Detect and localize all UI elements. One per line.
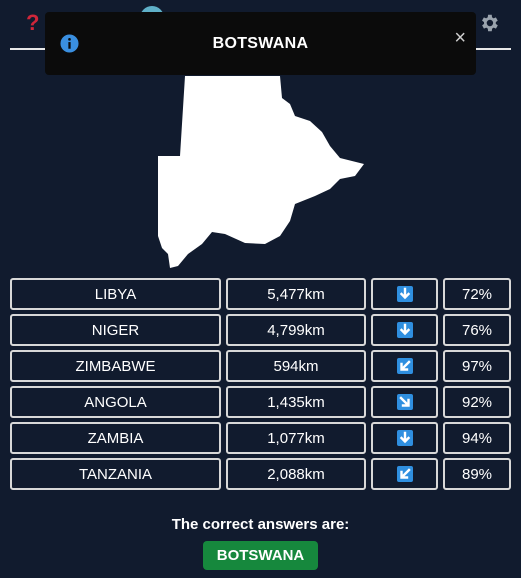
botswana-shape [158, 76, 364, 268]
guess-direction [371, 458, 438, 490]
down-arrow-icon [396, 430, 413, 446]
guess-direction [371, 350, 438, 382]
down-right-arrow-icon [396, 394, 413, 410]
guess-row: ANGOLA 1,435km 92% [10, 386, 511, 418]
guess-proximity: 94% [443, 422, 511, 454]
info-icon [60, 34, 79, 53]
guess-distance: 1,435km [226, 386, 366, 418]
result-label: The correct answers are: [171, 516, 350, 533]
guess-row: NIGER 4,799km 76% [10, 314, 511, 346]
guess-direction [371, 386, 438, 418]
guess-row: LIBYA 5,477km 72% [10, 278, 511, 310]
guess-country: TANZANIA [10, 458, 221, 490]
guess-row: ZIMBABWE 594km 97% [10, 350, 511, 382]
guess-country: NIGER [10, 314, 221, 346]
guess-direction [371, 422, 438, 454]
answer-badge: BOTSWANA [203, 541, 318, 570]
guess-country: ANGOLA [10, 386, 221, 418]
guess-distance: 594km [226, 350, 366, 382]
country-toast: BOTSWANA × [45, 12, 476, 75]
guess-row: ZAMBIA 1,077km 94% [10, 422, 511, 454]
guess-proximity: 97% [443, 350, 511, 382]
guess-distance: 5,477km [226, 278, 366, 310]
guess-list: LIBYA 5,477km 72% NIGER 4,799km 76% ZIMBABWE 59… [10, 278, 511, 494]
guess-proximity: 92% [443, 386, 511, 418]
guess-distance: 4,799km [226, 314, 366, 346]
guess-country: ZAMBIA [10, 422, 221, 454]
guess-distance: 2,088km [226, 458, 366, 490]
toast-title: BOTSWANA [212, 35, 309, 52]
guess-distance: 1,077km [226, 422, 366, 454]
down-left-arrow-icon [396, 358, 413, 374]
down-arrow-icon [396, 286, 413, 302]
guess-country: LIBYA [10, 278, 221, 310]
guess-proximity: 89% [443, 458, 511, 490]
close-icon[interactable]: × [454, 27, 466, 49]
question-mark-icon[interactable]: ? [26, 10, 40, 35]
gear-icon[interactable] [478, 12, 500, 34]
down-left-arrow-icon [396, 466, 413, 482]
guess-country: ZIMBABWE [10, 350, 221, 382]
guess-proximity: 72% [443, 278, 511, 310]
guess-row: TANZANIA 2,088km 89% [10, 458, 511, 490]
down-arrow-icon [396, 322, 413, 338]
guess-direction [371, 278, 438, 310]
guess-direction [371, 314, 438, 346]
guess-proximity: 76% [443, 314, 511, 346]
